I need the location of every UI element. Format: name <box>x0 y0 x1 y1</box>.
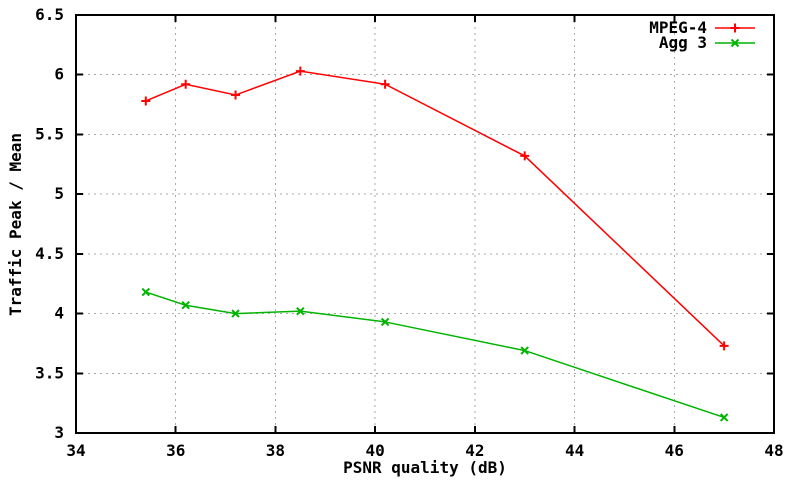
x-tick-label: 34 <box>66 441 85 460</box>
series-line <box>145 70 725 347</box>
legend-samples <box>715 23 755 48</box>
y-tick-labels: 3 3.5 4 4.5 5 5.5 6 6.5 <box>35 5 64 442</box>
grid <box>76 15 774 433</box>
y-tick-label: 6.5 <box>35 5 64 24</box>
x-tick-label: 38 <box>266 441 285 460</box>
data-point-marker <box>520 346 529 355</box>
series-agg-3 <box>141 287 729 422</box>
y-tick-label: 4 <box>54 304 64 323</box>
data-point-marker <box>231 90 241 100</box>
y-axis-title: Traffic Peak / Mean <box>6 132 25 317</box>
legend-label-mpeg4: MPEG-4 <box>649 18 707 37</box>
data-point-marker <box>181 301 190 310</box>
data-point-marker <box>719 341 729 351</box>
x-axis-title: PSNR quality (dB) <box>343 458 507 477</box>
data-point-marker <box>295 66 305 76</box>
data-point-marker <box>141 287 151 297</box>
x-tick-label: 44 <box>565 441 584 460</box>
plot-border <box>75 14 775 434</box>
y-tick-label: 3 <box>54 423 64 442</box>
x-tick-label: 42 <box>465 441 484 460</box>
y-tick-label: 4.5 <box>35 244 64 263</box>
legend-label-agg3: Agg 3 <box>658 33 707 52</box>
data-point-marker <box>380 317 390 327</box>
y-tick-label: 3.5 <box>35 363 64 382</box>
y-tick-label: 6 <box>54 65 64 84</box>
data-point-marker <box>719 413 729 422</box>
data-point-marker <box>520 151 530 161</box>
y-tick-label: 5.5 <box>35 124 64 143</box>
series-mpeg-4 <box>141 66 729 351</box>
legend-marker <box>730 23 740 33</box>
data-point-marker <box>141 96 151 106</box>
axes <box>75 14 775 434</box>
data-point-marker <box>296 306 305 316</box>
x-tick-label: 40 <box>366 441 385 460</box>
data-point-marker <box>380 79 390 89</box>
x-tick-label: 48 <box>764 441 783 460</box>
data-point-marker <box>181 79 191 89</box>
x-tick-label: 36 <box>166 441 185 460</box>
x-tick-label: 46 <box>665 441 684 460</box>
y-tick-label: 5 <box>54 184 64 203</box>
legend-marker <box>730 38 740 48</box>
x-tick-labels: 34 36 38 40 42 44 46 48 <box>66 441 783 460</box>
data-point-marker <box>231 309 240 318</box>
